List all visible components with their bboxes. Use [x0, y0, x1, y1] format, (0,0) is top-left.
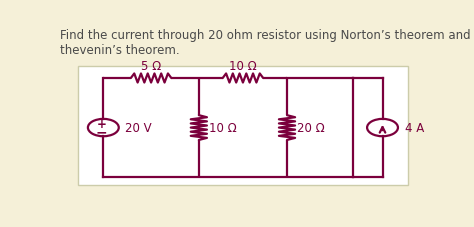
Text: 4 A: 4 A: [405, 121, 424, 134]
Text: 10 Ω: 10 Ω: [209, 121, 237, 134]
Text: 5 Ω: 5 Ω: [141, 60, 161, 73]
Text: 20 Ω: 20 Ω: [297, 121, 325, 134]
Text: +: +: [97, 118, 107, 131]
Text: −: −: [96, 125, 107, 139]
Text: 10 Ω: 10 Ω: [229, 60, 257, 73]
Text: 20 V: 20 V: [125, 121, 152, 134]
FancyBboxPatch shape: [78, 66, 408, 186]
Text: Find the current through 20 ohm resistor using Norton’s theorem and verify the s: Find the current through 20 ohm resistor…: [60, 29, 474, 57]
